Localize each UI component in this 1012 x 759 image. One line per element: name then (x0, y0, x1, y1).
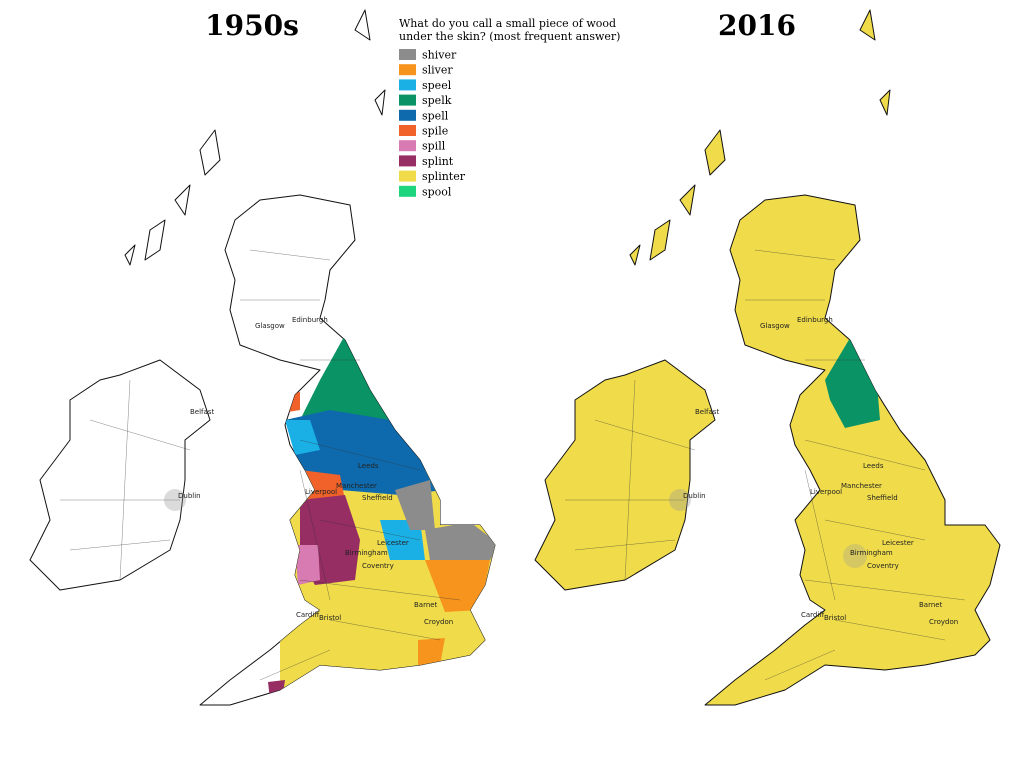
city-label: Leicester (377, 539, 409, 547)
city-label: Belfast (695, 408, 719, 416)
city-label: Manchester (841, 482, 882, 490)
city-label: Leeds (358, 462, 379, 470)
legend-title: under the skin? (most frequent answer) (399, 30, 620, 43)
legend-swatch (399, 64, 416, 76)
city-label: Liverpool (305, 488, 337, 496)
legend-swatch (399, 155, 416, 167)
city-area (669, 489, 691, 511)
region (395, 480, 495, 560)
city-labels: Glasgow Glasgow Edinburgh Edinburgh Belfast B… (178, 316, 958, 626)
city-area (164, 489, 186, 511)
city-label: Sheffield (362, 494, 393, 502)
city-label: Belfast (190, 408, 214, 416)
region (534, 359, 716, 591)
city-label: Liverpool (810, 488, 842, 496)
legend-label: spool (422, 185, 452, 198)
city-label: Barnet (919, 601, 943, 609)
city-label: Bristol (824, 614, 846, 622)
legend-label: shiver (422, 49, 457, 62)
region (285, 392, 345, 505)
legend-label: splint (422, 155, 454, 168)
city-label: Cardiff (296, 611, 319, 619)
legend-label: spill (422, 140, 446, 153)
map-title: 1950s (205, 9, 299, 42)
city-label: Bristol (319, 614, 341, 622)
legend-swatch (399, 109, 416, 121)
legend-swatch (399, 94, 416, 106)
legend-label: spelk (422, 94, 452, 107)
city-area (843, 544, 867, 568)
city-label: Glasgow (760, 322, 790, 330)
city-label: Croydon (929, 618, 958, 626)
city-label: Edinburgh (292, 316, 328, 324)
legend-swatch (399, 125, 416, 136)
city-label: Manchester (336, 482, 377, 490)
city-label: Cardiff (801, 611, 824, 619)
city-label: Coventry (362, 562, 394, 570)
city-label: Dublin (178, 492, 201, 500)
city-label: Barnet (414, 601, 438, 609)
region (418, 560, 490, 665)
legend-swatch (399, 79, 416, 91)
legend-swatch (399, 49, 416, 60)
region (268, 495, 360, 700)
city-label: Sheffield (867, 494, 898, 502)
legend-label: spell (422, 109, 449, 122)
legend-label: spile (422, 125, 448, 138)
city-label: Edinburgh (797, 316, 833, 324)
legend-swatch (399, 140, 416, 152)
legend-title: What do you call a small piece of wood (399, 17, 616, 30)
city-label: Leeds (863, 462, 884, 470)
legend-label: speel (422, 79, 452, 92)
city-label: Coventry (867, 562, 899, 570)
city-label: Dublin (683, 492, 706, 500)
legend-label: sliver (422, 64, 453, 77)
region (704, 194, 1001, 706)
region (285, 420, 425, 560)
legend-label: splinter (422, 170, 466, 183)
region (295, 545, 320, 585)
legend-swatch (399, 185, 416, 197)
map-title: 2016 (718, 9, 796, 42)
city-label: Birmingham (850, 549, 893, 557)
city-label: Croydon (424, 618, 453, 626)
legend: What do you call a small piece of woodun… (399, 17, 620, 198)
legend-swatch (399, 170, 416, 182)
city-label: Glasgow (255, 322, 285, 330)
city-label: Leicester (882, 539, 914, 547)
city-label: Birmingham (345, 549, 388, 557)
